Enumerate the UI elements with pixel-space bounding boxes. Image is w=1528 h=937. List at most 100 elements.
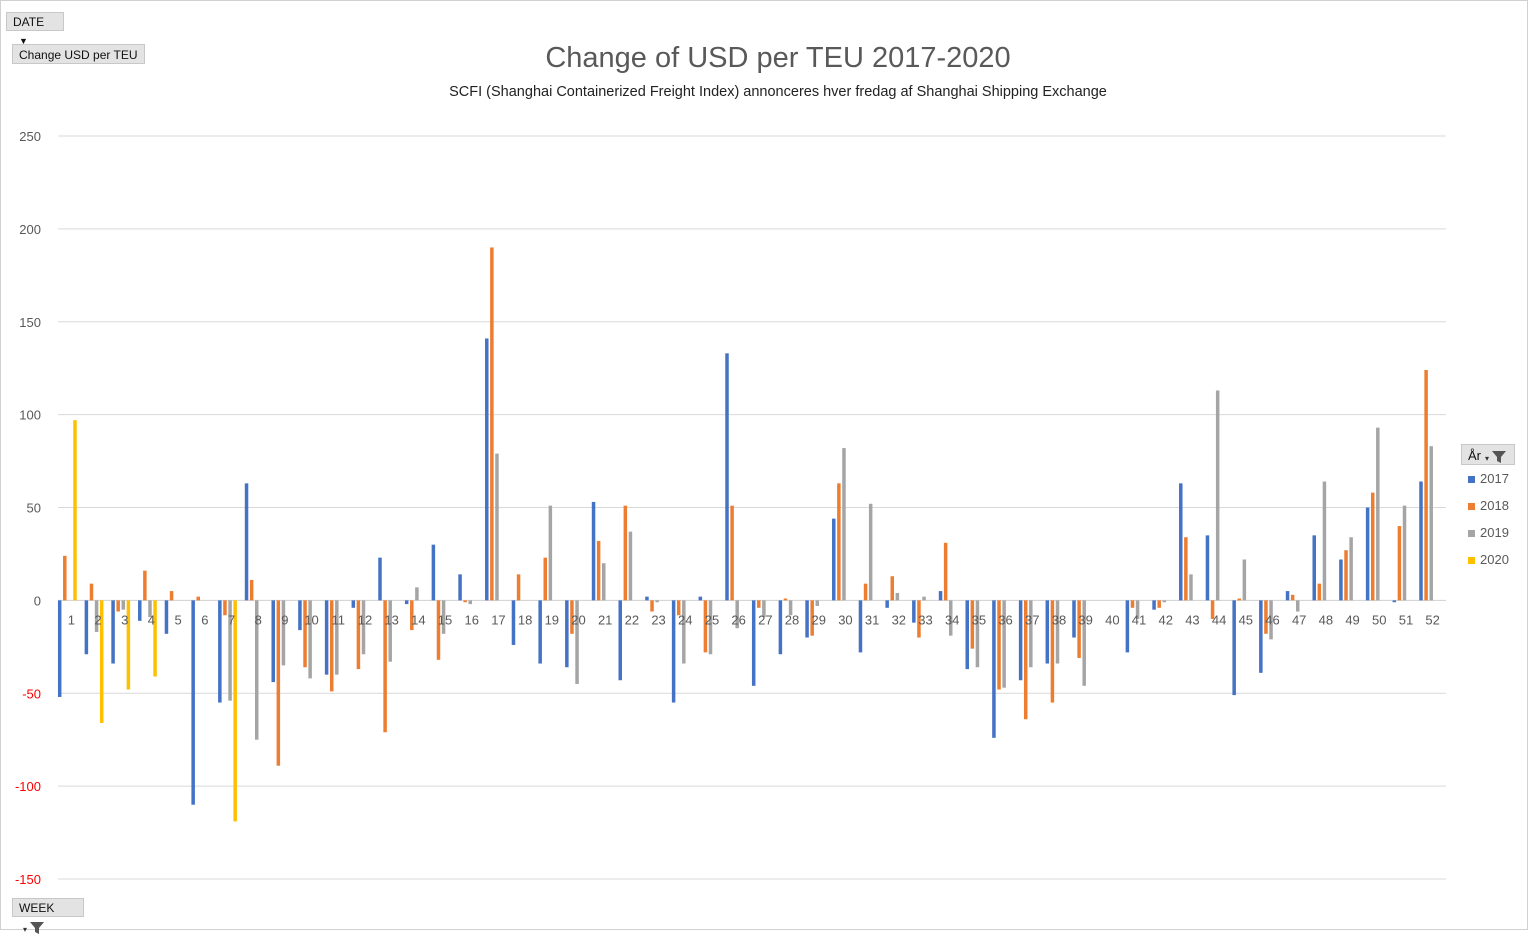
bar-2019-week-26 [735,600,739,629]
bar-2017-week-22 [618,600,622,681]
bar-2017-week-31 [858,600,863,653]
bar-2018-week-44 [1210,600,1215,619]
x-tick-label: 45 [1239,612,1253,627]
legend-item-2019[interactable]: 2019 [1468,525,1509,540]
bar-2017-week-19 [538,600,542,664]
bar-2018-week-25 [703,600,708,653]
date-field-label: DATE [13,15,45,29]
bar-2017-week-3 [111,600,115,664]
bar-2017-week-33 [912,600,916,623]
bar-2017-week-8 [244,483,249,601]
date-field-button[interactable]: DATE ▼ [6,12,64,46]
bar-2017-week-25 [698,596,703,601]
bar-2017-week-2 [84,600,89,655]
x-tick-label: 40 [1105,612,1119,627]
x-tick-label: 37 [1025,612,1039,627]
bar-2017-week-46 [1259,600,1263,673]
bar-2018-week-30 [837,483,841,601]
bar-2017-week-15 [431,544,436,601]
bar-2019-week-46 [1269,600,1273,640]
week-filter-button[interactable]: WEEK ▾ [12,898,84,934]
bar-2019-week-15 [441,600,446,634]
bar-2019-week-11 [335,600,339,675]
x-tick-label: 23 [651,612,665,627]
bar-2017-week-26 [725,353,729,601]
x-tick-label: 10 [304,612,318,627]
bar-2018-week-41 [1130,600,1135,608]
bar-2019-week-17 [495,453,499,601]
bar-2017-week-30 [832,518,836,601]
bar-2018-week-11 [329,600,334,692]
year-filter-button[interactable]: År ▾ [1461,444,1515,465]
bar-2018-week-21 [596,540,601,601]
bar-2017-week-1 [57,600,62,697]
bar-2018-week-19 [543,557,548,601]
bar-2019-week-24 [682,600,686,664]
x-tick-label: 49 [1345,612,1359,627]
x-tick-label: 21 [598,612,612,627]
bar-2019-week-42 [1162,600,1167,603]
bar-2018-week-38 [1050,600,1055,703]
bar-2019-week-36 [1002,600,1006,688]
legend-item-2020[interactable]: 2020 [1468,552,1509,567]
bar-2018-week-3 [116,600,120,612]
legend-label: 2018 [1480,498,1509,513]
filter-funnel-icon: ▾ [1485,450,1506,463]
bar-2019-week-31 [868,503,873,601]
legend-item-2018[interactable]: 2018 [1468,498,1509,513]
bar-2018-week-50 [1370,492,1375,601]
bar-2019-week-10 [308,600,312,679]
x-tick-label: 35 [972,612,986,627]
bar-2020-week-7 [233,600,237,822]
legend-swatch [1468,530,1475,538]
x-tick-label: 48 [1319,612,1333,627]
x-tick-label: 20 [571,612,585,627]
x-tick-label: 9 [281,612,288,627]
y-tick-label: 250 [19,129,41,144]
x-tick-label: 41 [1132,612,1146,627]
bar-2019-week-47 [1295,600,1300,612]
bar-2019-week-38 [1055,600,1060,664]
bar-2019-week-39 [1082,600,1086,686]
x-tick-label: 44 [1212,612,1226,627]
bar-2018-week-26 [730,505,734,601]
x-tick-label: 5 [174,612,181,627]
bar-2018-week-12 [356,600,361,670]
bar-2018-week-36 [997,600,1001,690]
bar-2017-week-11 [324,600,329,675]
chart-subtitle: SCFI (Shanghai Containerized Freight Ind… [449,84,1107,100]
x-tick-label: 51 [1399,612,1413,627]
week-filter-label: WEEK [19,901,55,915]
x-tick-label: 38 [1052,612,1066,627]
bar-2019-week-41 [1135,600,1140,619]
bar-2018-week-14 [410,600,414,631]
bar-2017-week-9 [271,600,275,683]
bar-2017-week-35 [965,600,969,670]
x-tick-label: 6 [201,612,208,627]
bar-2018-week-34 [943,542,948,601]
x-tick-label: 31 [865,612,879,627]
bar-2018-week-49 [1344,550,1348,601]
legend-label: 2017 [1480,471,1509,486]
x-tick-label: 46 [1265,612,1279,627]
bar-2018-week-8 [249,579,254,601]
year-filter-label: År [1468,448,1481,463]
bar-2017-week-50 [1365,507,1370,601]
bar-2017-week-45 [1232,600,1236,696]
bar-2018-week-2 [89,583,94,601]
bar-2018-week-7 [223,600,227,616]
value-field-button[interactable]: Change USD per TEU [12,44,145,64]
bar-2017-week-44 [1205,535,1210,601]
legend-item-2017[interactable]: 2017 [1468,471,1509,486]
legend-swatch [1468,503,1475,511]
bar-2019-week-51 [1402,505,1407,601]
bar-2017-week-5 [164,600,169,634]
value-field-label: Change USD per TEU [19,48,138,62]
bar-2018-week-23 [650,600,654,612]
x-tick-label: 13 [384,612,398,627]
legend-swatch [1468,476,1475,484]
bar-2017-week-7 [218,600,222,703]
bar-2019-week-29 [815,600,820,606]
x-tick-label: 32 [892,612,906,627]
bar-2019-week-37 [1029,600,1033,668]
